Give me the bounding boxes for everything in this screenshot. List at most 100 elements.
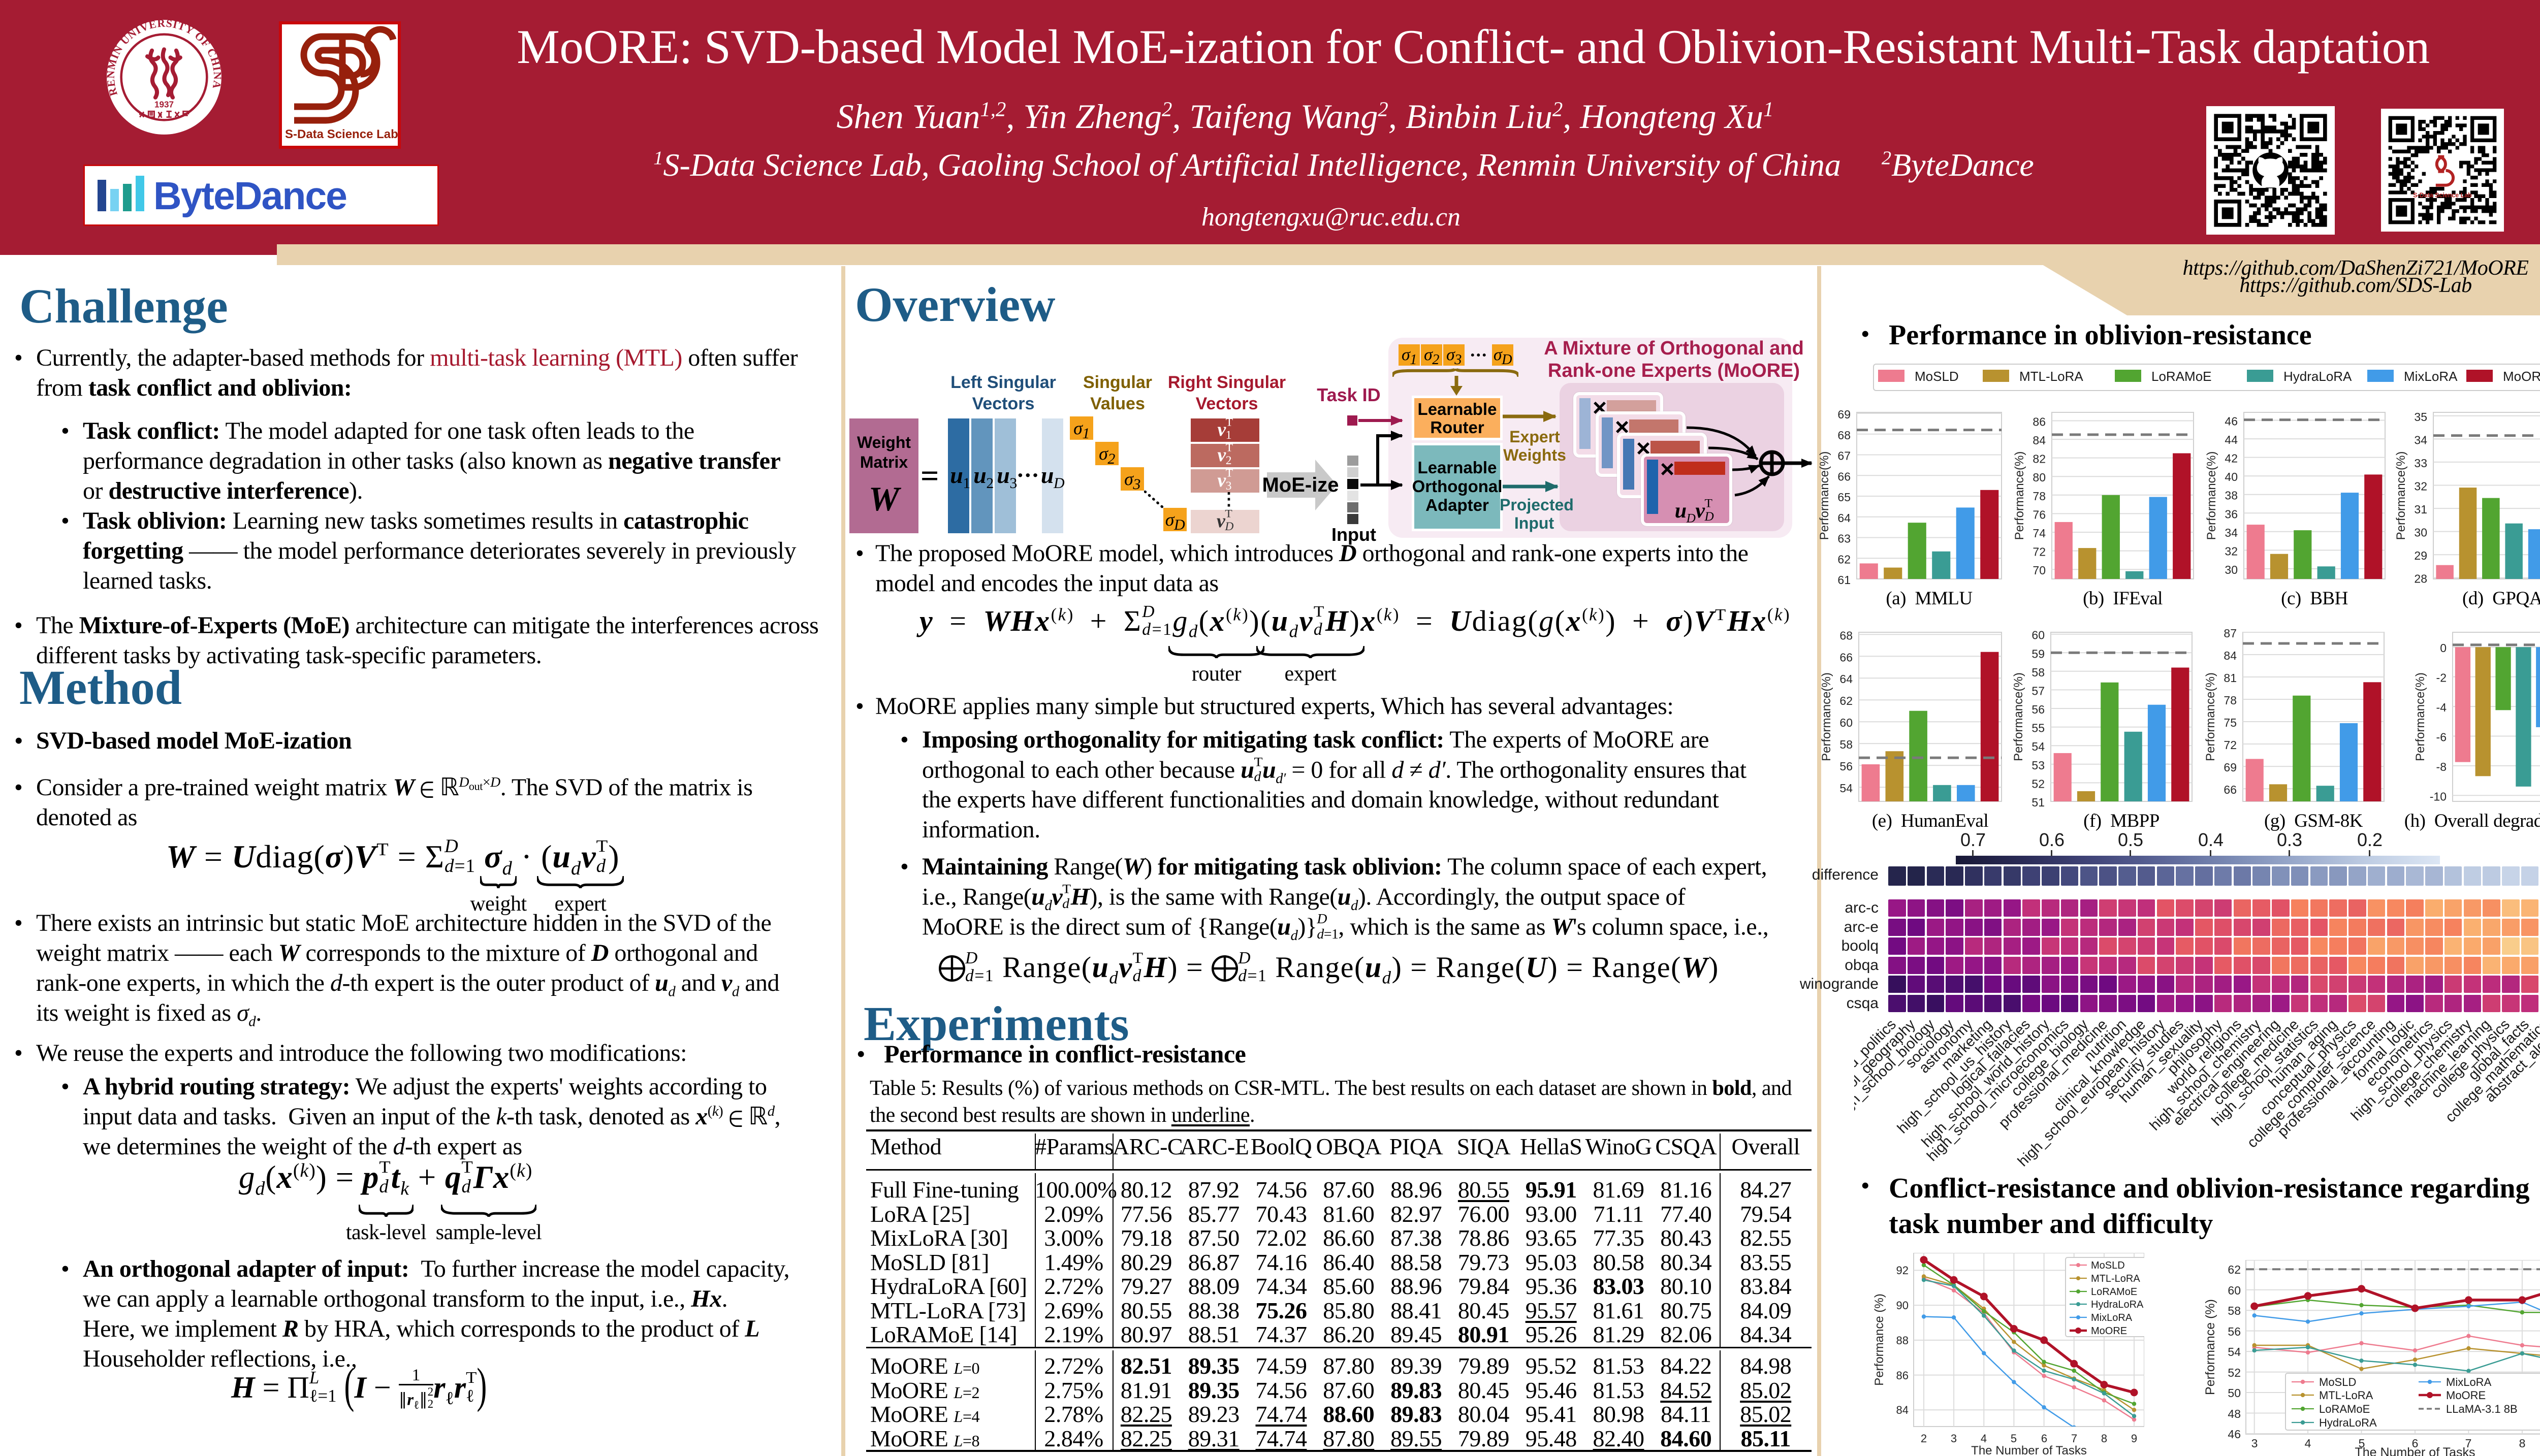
svg-text:40: 40: [2225, 470, 2238, 483]
svg-text:88: 88: [1896, 1334, 1909, 1347]
svg-text:62: 62: [2228, 1263, 2241, 1276]
svg-text:6: 6: [2041, 1432, 2047, 1445]
svg-text:65: 65: [1837, 491, 1851, 504]
svg-text:34: 34: [2225, 526, 2238, 539]
svg-text:87: 87: [2224, 627, 2237, 640]
svg-text:Performance(%): Performance(%): [2414, 672, 2427, 761]
svg-text:LoRAMoE: LoRAMoE: [2319, 1403, 2370, 1415]
svg-text:The Number of Tasks: The Number of Tasks: [2355, 1445, 2475, 1456]
svg-text:0: 0: [2440, 641, 2447, 655]
svg-text:56: 56: [2228, 1325, 2241, 1338]
svg-text:38: 38: [2225, 489, 2238, 502]
svg-text:MoORE: MoORE: [2091, 1325, 2127, 1337]
svg-text:30: 30: [2225, 563, 2238, 576]
svg-text:29: 29: [2414, 549, 2427, 562]
svg-text:8: 8: [2519, 1437, 2526, 1450]
svg-text:5: 5: [2011, 1432, 2017, 1445]
svg-text:MixLoRA: MixLoRA: [2091, 1312, 2133, 1323]
svg-text:86: 86: [2033, 415, 2046, 429]
svg-text:44: 44: [2225, 433, 2238, 446]
svg-text:1937: 1937: [154, 100, 174, 109]
svg-text:75: 75: [2224, 716, 2237, 729]
svg-text:HydraLoRA: HydraLoRA: [2091, 1299, 2144, 1310]
svg-text:Performance (%): Performance (%): [1872, 1293, 1886, 1385]
svg-text:35: 35: [2414, 410, 2427, 424]
svg-text:56: 56: [1839, 760, 1853, 773]
svg-text:Performance(%): Performance(%): [2013, 451, 2026, 540]
svg-text:42: 42: [2225, 452, 2238, 465]
svg-text:LoRAMoE: LoRAMoE: [2091, 1286, 2137, 1298]
svg-text:7: 7: [2071, 1432, 2077, 1445]
svg-text:32: 32: [2414, 480, 2427, 493]
svg-text:55: 55: [2031, 722, 2045, 735]
svg-text:-2: -2: [2436, 671, 2447, 685]
svg-text:66: 66: [1839, 651, 1853, 664]
svg-text:MixLoRA: MixLoRA: [2446, 1376, 2492, 1388]
svg-text:LLaMA-3.1 8B: LLaMA-3.1 8B: [2446, 1403, 2518, 1415]
svg-text:62: 62: [1839, 694, 1853, 707]
svg-text:MoSLD: MoSLD: [2319, 1376, 2356, 1388]
svg-text:81: 81: [2224, 671, 2237, 685]
svg-text:54: 54: [2228, 1345, 2241, 1358]
svg-text:Performance(%): Performance(%): [2204, 672, 2217, 761]
svg-text:60: 60: [2031, 629, 2045, 642]
svg-text:64: 64: [1837, 511, 1851, 525]
svg-text:61: 61: [1837, 573, 1851, 587]
svg-text:6: 6: [2412, 1437, 2419, 1450]
svg-text:Performance(%): Performance(%): [2012, 672, 2025, 761]
svg-text:MTL-LoRA: MTL-LoRA: [2091, 1273, 2140, 1284]
svg-text:36: 36: [2225, 507, 2238, 521]
svg-text:-4: -4: [2436, 701, 2447, 714]
svg-text:ByteDance: ByteDance: [153, 174, 346, 218]
svg-text:S-Data Science Lab: S-Data Science Lab: [285, 127, 398, 141]
svg-text:4: 4: [2305, 1437, 2311, 1450]
svg-text:33: 33: [2414, 457, 2427, 470]
svg-text:58: 58: [2031, 666, 2045, 679]
svg-text:46: 46: [2228, 1428, 2241, 1441]
svg-text:66: 66: [1837, 470, 1851, 483]
svg-text:66: 66: [2224, 783, 2237, 796]
svg-text:63: 63: [1837, 532, 1851, 545]
svg-text:7: 7: [2465, 1437, 2472, 1450]
svg-text:76: 76: [2033, 508, 2046, 521]
svg-text:62: 62: [1837, 553, 1851, 566]
svg-text:68: 68: [1839, 629, 1853, 642]
svg-text:80: 80: [2033, 471, 2046, 484]
svg-text:67: 67: [1837, 449, 1851, 463]
svg-text:90: 90: [1896, 1299, 1909, 1312]
svg-text:50: 50: [2228, 1386, 2241, 1400]
svg-text:-6: -6: [2436, 731, 2447, 744]
svg-text:72: 72: [2033, 545, 2046, 559]
svg-text:57: 57: [2031, 684, 2045, 697]
svg-text:54: 54: [1839, 782, 1853, 795]
svg-text:31: 31: [2414, 503, 2427, 516]
svg-text:78: 78: [2033, 490, 2046, 503]
svg-text:84: 84: [1896, 1404, 1909, 1416]
svg-text:60: 60: [2228, 1284, 2241, 1297]
svg-text:82: 82: [2033, 452, 2046, 466]
svg-text:MoSLD: MoSLD: [2091, 1260, 2125, 1271]
svg-text:84: 84: [2033, 434, 2046, 447]
svg-text:MTL-LoRA: MTL-LoRA: [2319, 1389, 2373, 1402]
svg-text:60: 60: [1839, 716, 1853, 729]
svg-text:S-Data Science Lab: S-Data Science Lab: [2413, 192, 2472, 199]
svg-text:69: 69: [2224, 761, 2237, 774]
svg-text:Performance(%): Performance(%): [2205, 451, 2218, 540]
svg-text:48: 48: [2228, 1407, 2241, 1420]
svg-text:53: 53: [2031, 759, 2045, 772]
svg-text:The Number of Tasks: The Number of Tasks: [1971, 1444, 2087, 1456]
svg-text:28: 28: [2414, 572, 2427, 586]
svg-text:MoORE: MoORE: [2446, 1389, 2486, 1402]
svg-text:34: 34: [2414, 433, 2427, 446]
svg-text:58: 58: [1839, 738, 1853, 751]
svg-text:-8: -8: [2436, 760, 2447, 773]
svg-text:5: 5: [2359, 1437, 2365, 1450]
svg-text:52: 52: [2031, 777, 2045, 790]
svg-text:84: 84: [2224, 649, 2237, 662]
svg-text:70: 70: [2033, 564, 2046, 577]
svg-text:Performance(%): Performance(%): [1820, 672, 1833, 761]
svg-text:78: 78: [2224, 694, 2237, 707]
svg-text:92: 92: [1896, 1264, 1909, 1277]
svg-text:9: 9: [2131, 1432, 2137, 1445]
svg-text:64: 64: [1839, 672, 1853, 686]
